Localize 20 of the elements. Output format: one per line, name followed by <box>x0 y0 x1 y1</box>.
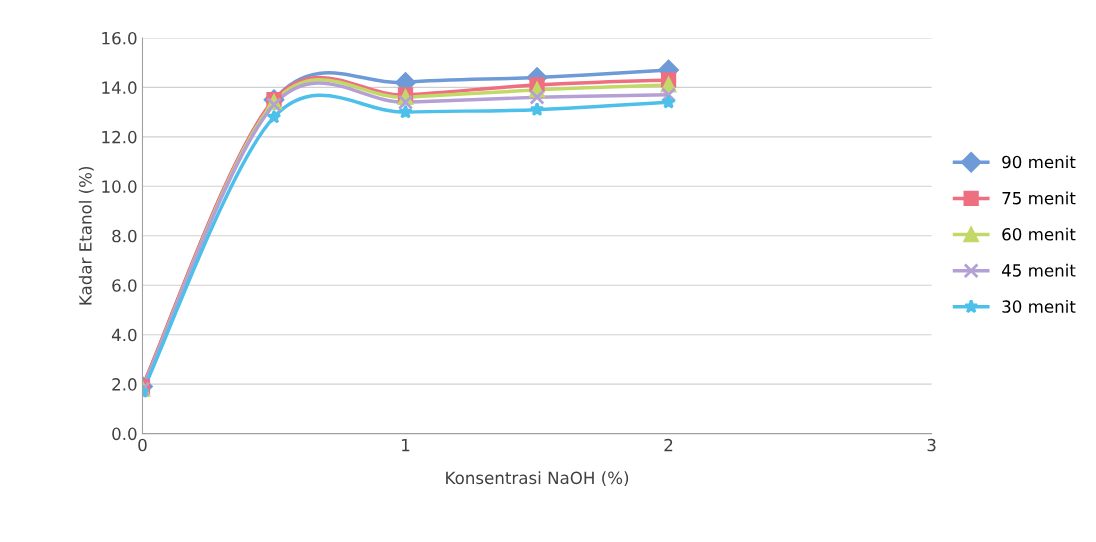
y-tick-label: 0.0 <box>112 427 137 441</box>
y-tick-label: 2.0 <box>112 378 137 391</box>
y-tick-label: 16.0 <box>102 31 137 45</box>
x-axis-title: Konsentrasi NaOH (%) <box>446 471 629 487</box>
x-tick-label: 3 <box>927 438 936 452</box>
y-tick-label: 14.0 <box>102 81 137 94</box>
legend-label: 60 menit <box>1002 227 1076 241</box>
y-tick-label: 12.0 <box>102 130 137 144</box>
x-tick-label: 0 <box>138 438 147 452</box>
y-tick-label: 10.0 <box>102 180 137 193</box>
legend-label: 90 menit <box>1002 155 1076 169</box>
y-tick-label: 6.0 <box>112 279 137 292</box>
x-tick-label: 2 <box>664 438 673 452</box>
y-axis-title: Kadar Etanol (%) <box>78 166 94 305</box>
legend-label: 45 menit <box>1001 263 1076 277</box>
y-tick-label: 8.0 <box>112 229 137 243</box>
x-tick-label: 1 <box>402 438 410 452</box>
legend-label: 75 menit <box>1002 191 1076 205</box>
y-tick-label: 4.0 <box>111 328 137 342</box>
legend-label: 30 menit <box>1002 299 1076 313</box>
